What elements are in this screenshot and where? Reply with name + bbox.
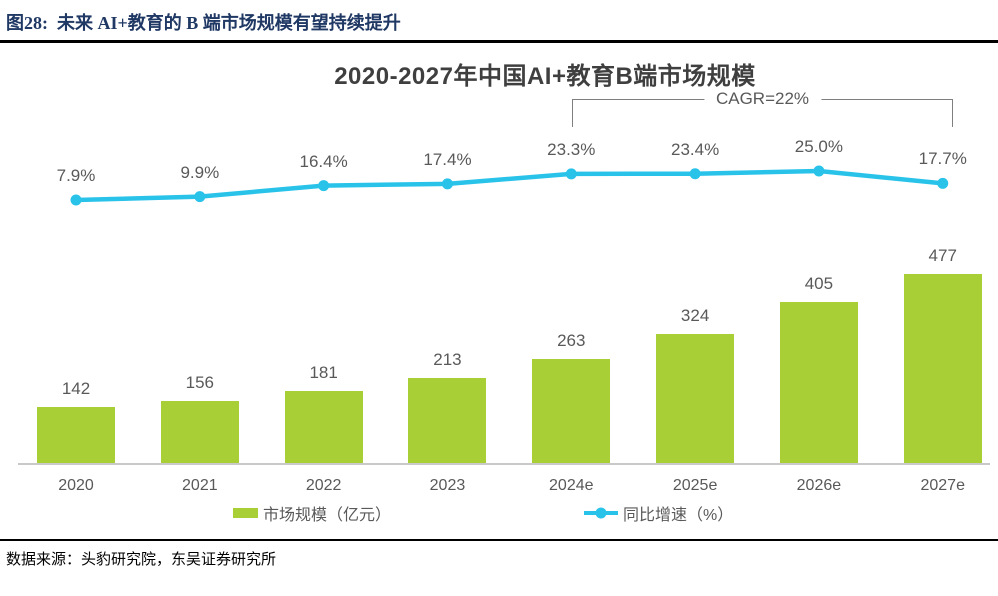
x-tick-2022: 2022	[305, 477, 342, 494]
growth-point-label: 23.3%	[547, 139, 596, 159]
growth-point-label: 9.9%	[180, 162, 220, 182]
bar-value-label: 405	[804, 274, 834, 293]
x-tick-2024e: 2024e	[549, 477, 594, 494]
bar-2022	[284, 391, 363, 463]
x-tick-2025e: 2025e	[672, 477, 718, 494]
x-tick-2021: 2021	[182, 477, 218, 494]
bar-2025e	[656, 334, 735, 463]
x-axis-line	[18, 463, 990, 465]
bar-value-label: 142	[61, 379, 91, 398]
bar-swatch-icon	[233, 508, 258, 518]
bar-value-label: 213	[433, 350, 462, 369]
bar-2024e	[532, 359, 611, 463]
legend-item-growth-rate: 同比增速（%）	[584, 501, 733, 525]
bottom-divider	[0, 539, 998, 541]
line-swatch-icon	[584, 507, 618, 519]
legend-item-market-size: 市场规模（亿元）	[233, 501, 391, 525]
x-tick-2027e: 2027e	[920, 477, 965, 494]
bar-value-label: 156	[185, 373, 214, 392]
growth-point-label: 7.9%	[56, 166, 96, 185]
top-divider	[0, 40, 998, 43]
bar-2027e	[903, 274, 982, 463]
x-tick-2026e: 2026e	[796, 477, 842, 494]
bar-2020	[37, 407, 115, 463]
growth-point-label: 17.7%	[918, 149, 967, 169]
legend-label-growth-rate: 同比增速（%）	[623, 507, 734, 524]
growth-point-label: 25.0%	[794, 137, 844, 156]
bar-value-label: 477	[928, 246, 957, 265]
bar-value-label: 181	[309, 363, 338, 382]
cagr-label: CAGR=22%	[703, 88, 822, 109]
growth-point-label: 17.4%	[423, 149, 472, 169]
source-note: 数据来源：头豹研究院，东吴证券研究所	[6, 552, 277, 568]
bar-2021	[160, 401, 239, 463]
bar-value-label: 324	[680, 306, 710, 325]
x-tick-2020: 2020	[58, 477, 94, 494]
legend-label-market-size: 市场规模（亿元）	[263, 507, 392, 524]
bar-2023	[408, 378, 487, 463]
bar-value-label: 263	[557, 331, 586, 350]
cagr-bracket: CAGR=22%	[572, 88, 953, 127]
figure-caption: 图28: 未来 AI+教育的 B 端市场规模有望持续提升	[6, 13, 401, 33]
chart-title: 2020-2027年中国AI+教育B端市场规模	[334, 63, 756, 90]
growth-point-label: 23.4%	[670, 139, 720, 159]
x-tick-2023: 2023	[429, 477, 466, 494]
growth-point-label: 16.4%	[299, 151, 348, 171]
bar-2026e	[779, 302, 858, 463]
